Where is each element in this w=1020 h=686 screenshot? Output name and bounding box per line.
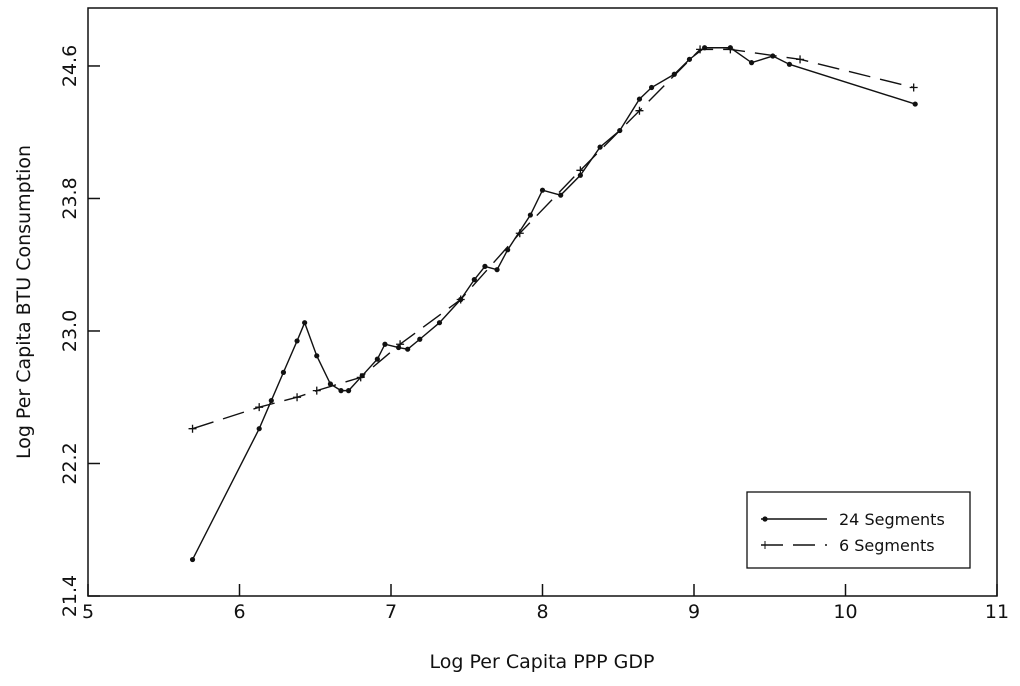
series-point <box>482 263 488 269</box>
series-point <box>909 83 918 92</box>
series-point <box>255 403 264 412</box>
series-point <box>786 61 793 67</box>
series-point <box>635 106 644 115</box>
series-point <box>302 320 308 326</box>
x-tick-label: 10 <box>833 601 857 623</box>
y-tick-label: 21.4 <box>59 575 81 617</box>
series-point <box>280 369 287 375</box>
series-point <box>294 338 300 344</box>
legend-symbol <box>762 516 768 522</box>
x-tick-label: 7 <box>385 601 397 623</box>
y-tick-label: 24.6 <box>59 45 81 87</box>
x-tick-label: 9 <box>688 601 700 623</box>
series-point <box>696 45 705 54</box>
series-point <box>576 166 585 175</box>
series-point <box>312 386 321 395</box>
series-point <box>577 172 583 178</box>
series-line <box>192 48 914 430</box>
series-point <box>417 336 423 342</box>
y-tick-label: 23.8 <box>59 177 81 219</box>
series-point <box>597 144 603 150</box>
series-point <box>396 340 405 349</box>
legend-marker <box>762 516 768 522</box>
series-point <box>382 341 388 347</box>
series-point <box>494 267 500 273</box>
x-tick-label: 6 <box>233 601 245 623</box>
series-point <box>374 356 380 362</box>
series-line <box>191 47 916 560</box>
series-point <box>527 212 533 218</box>
y-axis-label: Log Per Capita BTU Consumption <box>13 145 35 459</box>
series-point <box>912 101 918 107</box>
x-tick-label: 5 <box>82 601 94 623</box>
legend-label: 6 Segments <box>839 536 935 555</box>
series-point <box>338 388 344 394</box>
series-point <box>636 96 643 102</box>
x-axis-label: Log Per Capita PPP GDP <box>430 651 655 673</box>
series-point <box>726 45 735 54</box>
series-point <box>188 424 197 433</box>
series-point <box>456 295 465 304</box>
y-tick-label: 23.0 <box>59 310 81 352</box>
series-point <box>671 71 677 77</box>
series-point <box>256 426 262 432</box>
series-point <box>686 56 693 62</box>
series-point <box>268 397 274 404</box>
legend-symbol <box>761 541 769 549</box>
series-point <box>515 229 524 238</box>
series-point <box>327 381 333 387</box>
series-point <box>796 55 805 64</box>
x-tick-label: 8 <box>536 601 548 623</box>
series-point <box>558 192 564 198</box>
series-point <box>471 277 477 283</box>
series-point <box>539 187 546 193</box>
legend-box <box>746 491 971 569</box>
series-point <box>314 353 320 359</box>
legend-label: 24 Segments <box>839 510 945 529</box>
series-point <box>293 393 302 402</box>
legend-marker <box>761 541 769 549</box>
x-tick-label: 11 <box>985 601 1009 623</box>
series-point <box>748 60 755 66</box>
series-point <box>189 556 196 563</box>
series-point <box>648 84 655 91</box>
series-point <box>405 346 411 352</box>
series-point <box>436 320 443 326</box>
series-point <box>356 373 365 382</box>
y-tick-label: 22.2 <box>59 442 81 484</box>
series-point <box>345 388 352 394</box>
